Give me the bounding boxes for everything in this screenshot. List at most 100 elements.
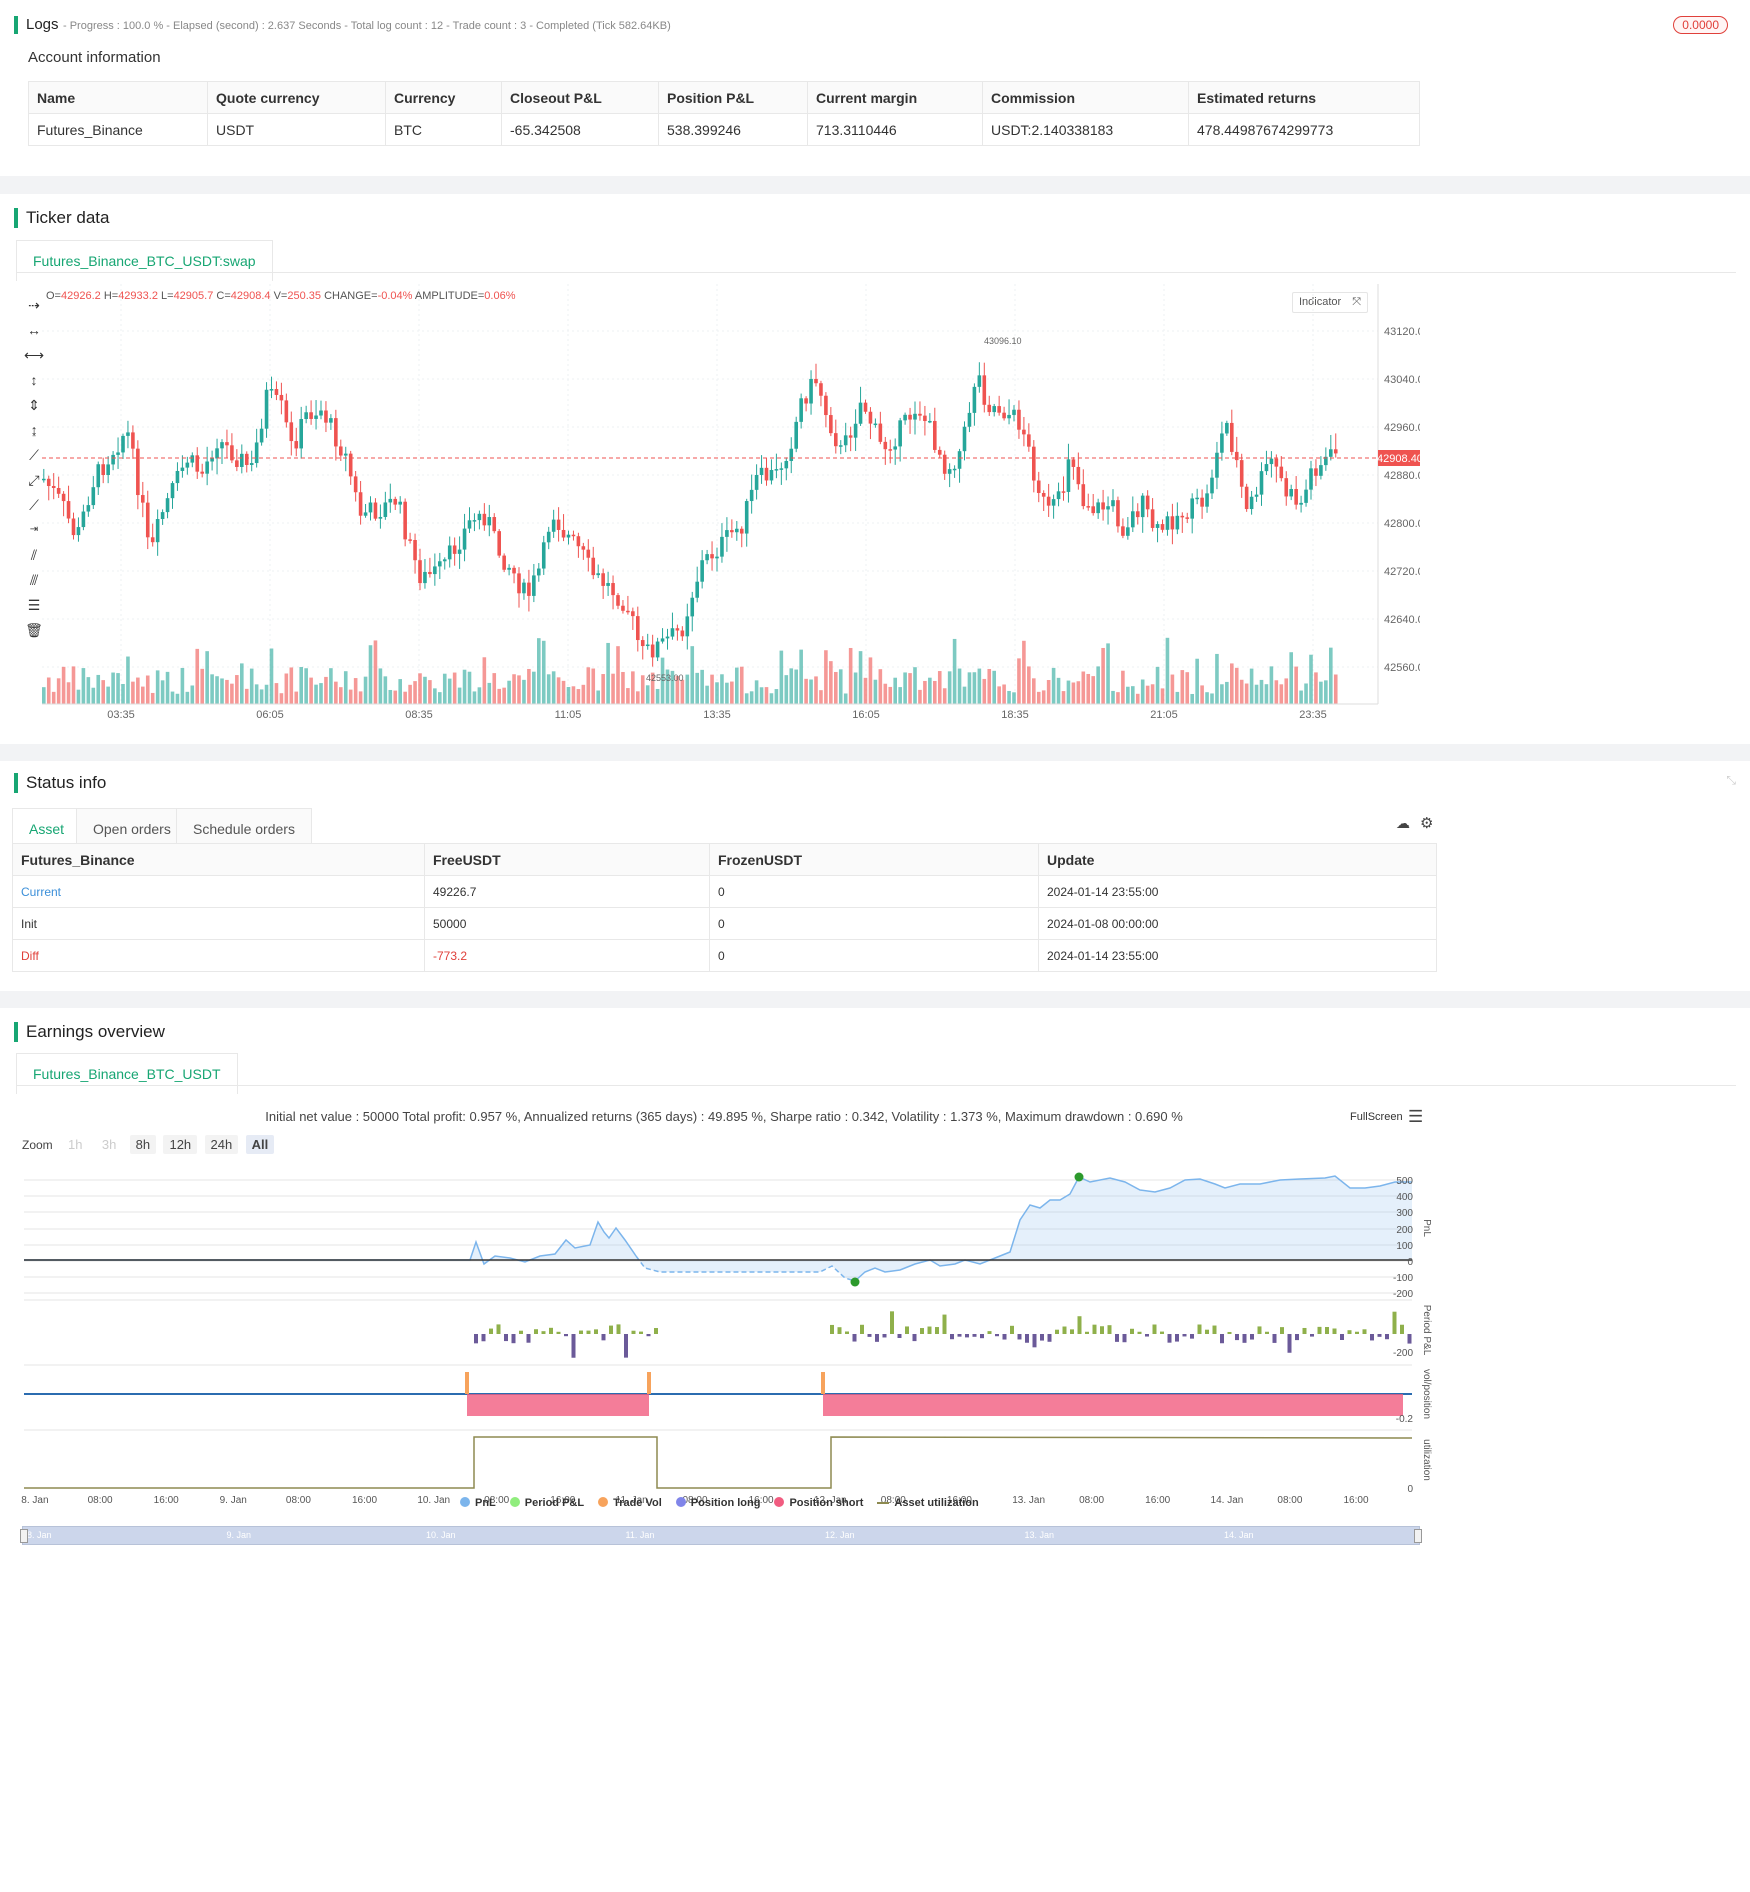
- candle-body: [878, 423, 883, 442]
- zoom-1h[interactable]: 1h: [68, 1137, 83, 1152]
- navigator[interactable]: 8. Jan 9. Jan 10. Jan 11. Jan 12. Jan 13. Jan…: [20, 1526, 1422, 1545]
- period-pnl-bar: [1220, 1334, 1224, 1344]
- legend-item[interactable]: Position long: [675, 1497, 760, 1509]
- candle-body: [91, 487, 96, 506]
- fibonacci-icon[interactable]: ⫻: [29, 572, 39, 588]
- volume-bar: [819, 690, 823, 704]
- candle-body: [269, 389, 274, 391]
- zoom-3h[interactable]: 3h: [101, 1137, 117, 1152]
- candle-body: [309, 412, 313, 419]
- asset-cell: 2024-01-08 00:00:00: [1038, 907, 1437, 940]
- indicator-button[interactable]: Indicator ⤧: [1292, 292, 1369, 313]
- period-pnl-bar: [496, 1324, 501, 1334]
- vol-tick: -0.2: [1396, 1414, 1414, 1425]
- menu-icon[interactable]: ☰: [1408, 1107, 1424, 1126]
- candle-body: [759, 467, 764, 475]
- vertical-ray-icon[interactable]: ⇕: [28, 397, 40, 413]
- account-header: Closeout P&L: [501, 81, 659, 114]
- legend-item[interactable]: Trade Vol: [598, 1497, 662, 1509]
- navigator-handle-left[interactable]: [20, 1529, 28, 1543]
- volume-bar: [334, 681, 338, 704]
- ray-line-icon[interactable]: ⤢: [28, 472, 40, 488]
- period-pnl-bar: [1002, 1334, 1007, 1340]
- period-pnl-bar: [489, 1328, 493, 1334]
- tab-open-orders[interactable]: Open orders: [76, 808, 188, 849]
- candle-body: [784, 460, 789, 469]
- period-pnl-bar: [875, 1334, 879, 1342]
- parallel-line-icon[interactable]: ⫽: [30, 547, 38, 563]
- period-pnl-bar: [965, 1334, 969, 1338]
- pnl-tick: 0: [1407, 1257, 1413, 1268]
- x-tick: 08:00: [484, 1495, 510, 1506]
- period-pnl-bar: [830, 1324, 834, 1334]
- tab-asset[interactable]: Asset: [12, 808, 82, 849]
- candle-body: [863, 402, 868, 412]
- volume-bar: [1220, 684, 1224, 704]
- legend-item[interactable]: Period P&L: [509, 1497, 584, 1509]
- volume-bar: [225, 679, 229, 704]
- legend-item[interactable]: PnL: [460, 1497, 496, 1509]
- candle-body: [101, 464, 105, 476]
- zoom-12h[interactable]: 12h: [163, 1135, 198, 1154]
- settings-icon[interactable]: ⚙: [1420, 815, 1434, 832]
- candle-body: [789, 448, 794, 461]
- cloud-download-icon[interactable]: ☁: [1396, 815, 1410, 831]
- candle-body: [423, 571, 427, 584]
- volume-bar: [393, 690, 398, 704]
- axis-title: PnL: [1421, 1219, 1432, 1237]
- x-tick: 16:00: [1343, 1495, 1369, 1506]
- volume-bar: [1046, 680, 1051, 704]
- candle-body: [383, 502, 388, 517]
- price-line-icon[interactable]: ⇥: [29, 524, 39, 535]
- trend-line-icon[interactable]: ⟋: [29, 447, 39, 463]
- trash-icon[interactable]: 🗑: [25, 622, 43, 638]
- candle-body: [957, 451, 962, 469]
- earnings-tab[interactable]: Futures_Binance_BTC_USDT: [16, 1053, 238, 1094]
- volume-bar: [235, 675, 239, 704]
- candle-body: [428, 571, 432, 575]
- candle-body: [952, 468, 957, 471]
- candle-body: [61, 493, 66, 502]
- ticker-tab[interactable]: Futures_Binance_BTC_USDT:swap: [16, 240, 273, 281]
- candle-body: [1274, 458, 1279, 467]
- zoom-8h[interactable]: 8h: [129, 1135, 157, 1154]
- navigator-handle-right[interactable]: [1414, 1529, 1422, 1543]
- horizontal-ray-icon[interactable]: ↔: [27, 322, 41, 338]
- ohlc-l: 42905.7: [173, 290, 214, 302]
- volume-bar: [1121, 670, 1125, 704]
- volume-bar: [428, 680, 432, 704]
- volume-bar: [1269, 666, 1274, 704]
- horizontal-lines-icon[interactable]: ☰: [27, 597, 41, 613]
- volume-bar: [1175, 691, 1180, 704]
- x-tick: 9. Jan: [219, 1495, 247, 1506]
- candle-body: [1150, 509, 1155, 528]
- segment-line-icon[interactable]: ⟋: [29, 497, 39, 513]
- legend-item[interactable]: Position short: [774, 1497, 863, 1509]
- vertical-segment-icon[interactable]: ↨: [30, 422, 38, 438]
- volume-bar: [259, 689, 264, 704]
- time-tick: 16:05: [852, 709, 880, 721]
- account-cell: USDT: [207, 113, 386, 146]
- volume-bar: [937, 671, 942, 704]
- volume-bar: [150, 692, 155, 704]
- ohlc-change-label: CHANGE=: [324, 290, 378, 302]
- fullscreen-button[interactable]: FullScreen: [1350, 1111, 1403, 1123]
- candle-body: [66, 501, 71, 519]
- horizontal-segment-icon[interactable]: ⟷: [24, 347, 45, 363]
- candle-body: [1036, 480, 1041, 493]
- candle-body: [893, 446, 897, 450]
- zoom-24h[interactable]: 24h: [204, 1135, 239, 1154]
- collapse-icon[interactable]: ⤡: [1726, 773, 1736, 787]
- volume-bar: [279, 693, 284, 704]
- volume-bar: [383, 676, 388, 704]
- legend-item[interactable]: Asset utilization: [877, 1497, 979, 1509]
- horizontal-line-icon[interactable]: ⇢: [28, 297, 40, 313]
- volume-bar: [497, 688, 501, 704]
- volume-bar: [541, 640, 546, 704]
- zoom-all[interactable]: All: [245, 1135, 275, 1154]
- candle-body: [1324, 456, 1328, 466]
- tab-schedule-orders[interactable]: Schedule orders: [176, 808, 312, 849]
- volume-bar: [1225, 681, 1229, 704]
- volume-bar: [91, 687, 96, 704]
- vertical-line-icon[interactable]: ↕: [30, 372, 38, 388]
